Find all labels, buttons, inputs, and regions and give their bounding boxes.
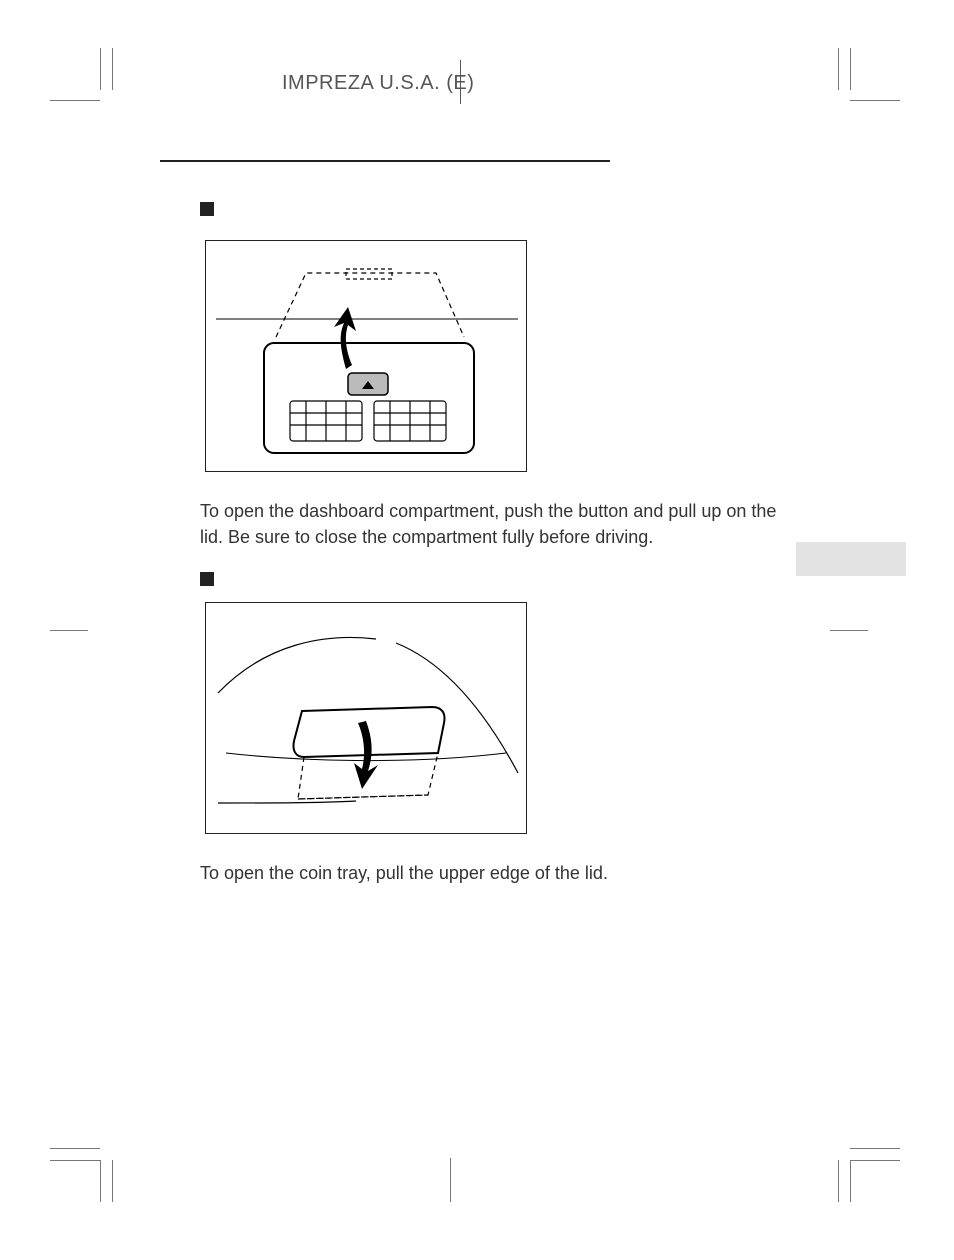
- crop-mark: [112, 48, 113, 90]
- crop-mark: [850, 1160, 900, 1161]
- crop-mark: [838, 48, 839, 90]
- section-bullet-icon: [200, 572, 214, 586]
- crop-mark: [50, 1160, 100, 1161]
- section-paragraph: To open the coin tray, pull the upper ed…: [200, 860, 800, 886]
- section-bullet-icon: [200, 202, 214, 216]
- heading-rule: [160, 160, 610, 162]
- coin-tray-illustration: [206, 603, 528, 835]
- crop-mark: [850, 48, 851, 90]
- crop-mark: [850, 1160, 851, 1202]
- header-separator: [460, 60, 461, 104]
- crop-mark: [830, 630, 868, 631]
- section-paragraph: To open the dashboard compartment, push …: [200, 498, 800, 550]
- crop-mark: [838, 1160, 839, 1202]
- figure-dashboard-compartment: [205, 240, 527, 472]
- crop-mark: [112, 1160, 113, 1202]
- crop-mark: [850, 1148, 900, 1149]
- crop-mark: [50, 1148, 100, 1149]
- figure-coin-tray: [205, 602, 527, 834]
- crop-mark: [100, 1160, 101, 1202]
- page-header-title: IMPREZA U.S.A. (E): [282, 72, 474, 95]
- crop-mark: [100, 48, 101, 90]
- chapter-side-tab: [796, 542, 906, 576]
- dashboard-compartment-illustration: [206, 241, 528, 473]
- crop-mark: [50, 630, 88, 631]
- crop-mark: [50, 100, 100, 101]
- page: IMPREZA U.S.A. (E): [0, 0, 954, 1260]
- crop-mark: [850, 100, 900, 101]
- crop-mark: [450, 1158, 451, 1202]
